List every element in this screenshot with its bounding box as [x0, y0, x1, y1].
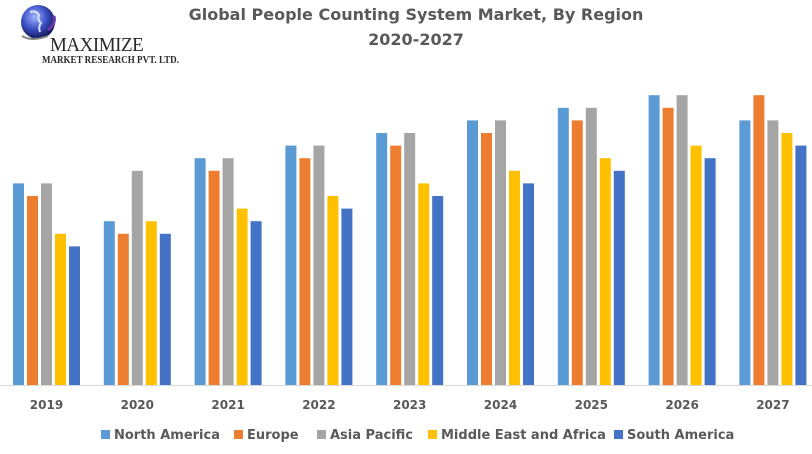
bar-asia-pacific-2022: [313, 145, 325, 385]
bar-middle-east-and-africa-2020: [145, 221, 157, 385]
bar-north-america-2021: [194, 158, 206, 385]
bar-asia-pacific-2027: [767, 120, 779, 386]
bar-europe-2027: [753, 95, 765, 385]
bar-north-america-2026: [648, 95, 660, 385]
logo-subtitle: MARKET RESEARCH PVT. LTD.: [42, 54, 179, 66]
x-tick-label-2020: 2020: [121, 398, 154, 412]
bar-europe-2022: [299, 158, 311, 385]
legend-label-middle-east-and-africa: Middle East and Africa: [441, 428, 606, 443]
bar-asia-pacific-2024: [495, 120, 506, 386]
legend: North America Europe Asia Pacific Middle Ea…: [101, 428, 734, 443]
bar-europe-2024: [481, 133, 492, 385]
bar-europe-2025: [571, 120, 583, 386]
bar-north-america-2025: [557, 107, 569, 386]
bar-south-america-2024: [523, 183, 534, 385]
bar-south-america-2020: [159, 233, 171, 385]
bar-north-america-2022: [285, 145, 297, 385]
logo-brand: MAXIMIZE: [50, 34, 144, 56]
x-tick-label-2023: 2023: [393, 398, 426, 412]
chart-title: Global People Counting System Market, By…: [188, 5, 644, 24]
x-tick-label-2024: 2024: [484, 398, 517, 412]
bar-south-america-2019: [69, 246, 80, 385]
bar-south-america-2026: [704, 158, 716, 385]
bar-north-america-2020: [103, 221, 115, 385]
bar-asia-pacific-2021: [222, 158, 234, 385]
bar-europe-2020: [117, 233, 129, 385]
legend-label-asia-pacific: Asia Pacific: [330, 428, 413, 443]
bar-south-america-2023: [432, 196, 444, 385]
company-logo: MAXIMIZE MARKET RESEARCH PVT. LTD.: [8, 0, 198, 70]
legend-label-europe: Europe: [247, 428, 299, 443]
chart-subtitle: 2020-2027: [368, 30, 464, 49]
bar-middle-east-and-africa-2022: [327, 196, 339, 385]
legend-label-north-america: North America: [114, 428, 220, 443]
bar-middle-east-and-africa-2024: [509, 170, 520, 385]
legend-swatch-north-america: [101, 430, 110, 439]
bar-asia-pacific-2026: [676, 95, 688, 385]
bar-asia-pacific-2020: [131, 170, 143, 385]
x-tick-label-2027: 2027: [756, 398, 789, 412]
bar-europe-2023: [390, 145, 402, 385]
bar-south-america-2021: [250, 221, 262, 385]
legend-swatch-south-america: [614, 430, 623, 439]
bar-south-america-2025: [613, 170, 625, 385]
bar-middle-east-and-africa-2027: [781, 133, 793, 385]
x-tick-label-2021: 2021: [211, 398, 244, 412]
bar-middle-east-and-africa-2021: [236, 208, 248, 385]
bar-middle-east-and-africa-2023: [418, 183, 430, 385]
bar-europe-2019: [27, 196, 38, 385]
x-tick-label-2019: 2019: [30, 398, 63, 412]
bar-europe-2026: [662, 107, 674, 386]
legend-swatch-middle-east-and-africa: [428, 430, 437, 439]
bar-asia-pacific-2025: [585, 107, 597, 386]
x-axis-labels: 2019 2020 2021 2022 2023 2024 2025 2026 2027: [30, 398, 790, 412]
bars-group: [13, 95, 807, 386]
bar-middle-east-and-africa-2019: [55, 233, 66, 385]
x-tick-label-2026: 2026: [665, 398, 698, 412]
bar-middle-east-and-africa-2025: [599, 158, 611, 385]
bar-asia-pacific-2019: [41, 183, 52, 385]
x-tick-label-2025: 2025: [575, 398, 608, 412]
legend-label-south-america: South America: [627, 428, 734, 443]
bar-north-america-2024: [467, 120, 478, 386]
bar-north-america-2023: [376, 133, 388, 385]
bar-south-america-2022: [341, 208, 353, 385]
x-tick-label-2022: 2022: [302, 398, 335, 412]
bar-south-america-2027: [795, 145, 807, 385]
bar-middle-east-and-africa-2026: [690, 145, 702, 385]
legend-swatch-asia-pacific: [317, 430, 326, 439]
globe-icon: [21, 5, 56, 40]
legend-swatch-europe: [234, 430, 243, 439]
bar-europe-2021: [208, 170, 220, 385]
bar-north-america-2019: [13, 183, 24, 385]
bar-north-america-2027: [739, 120, 751, 386]
bar-asia-pacific-2023: [404, 133, 416, 385]
